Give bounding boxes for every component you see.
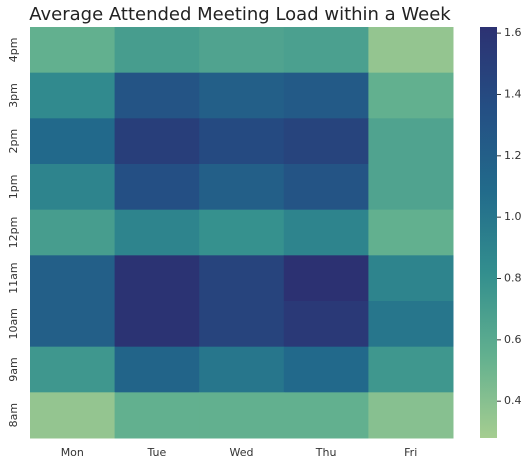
heatmap-cell [30,392,116,439]
heatmap-cell [30,209,116,256]
colorbar-tick-label: 1.0 [504,210,522,223]
heatmap-cell [199,72,285,119]
heatmap-cell [114,209,200,256]
heatmap-cell [114,164,200,211]
heatmap-cell [199,164,285,211]
heatmap-cell [368,255,454,302]
chart-title: Average Attended Meeting Load within a W… [29,4,451,25]
heatmap-cell [368,392,454,439]
heatmap-cell [30,164,116,211]
heatmap-cell [368,346,454,393]
heatmap-cell [368,27,454,74]
x-tick-label: Wed [230,446,254,459]
heatmap-cell [199,255,285,302]
heatmap-cell [199,346,285,393]
heatmap-cell [283,301,369,348]
y-tick-label: 1pm [7,174,20,199]
heatmap-cell [114,27,200,74]
heatmap-cell [114,72,200,119]
heatmap-cell [368,72,454,119]
heatmap-cell [114,301,200,348]
heatmap-cell [30,255,116,302]
heatmap-cell [199,209,285,256]
heatmap-cell [30,346,116,393]
colorbar-tick-label: 0.8 [504,272,522,285]
heatmap-cell [199,392,285,439]
y-tick-label: 10am [7,308,20,339]
y-tick-label: 12pm [7,217,20,249]
colorbar-tick-label: 0.4 [504,394,522,407]
y-tick-label: 2pm [7,129,20,154]
heatmap-cell [283,164,369,211]
heatmap-cell [283,255,369,302]
y-tick-label: 9am [7,357,20,381]
y-tick-label: 3pm [7,83,20,108]
colorbar-tick-label: 0.6 [504,333,522,346]
y-tick-label: 8am [7,403,20,427]
x-tick-label: Tue [147,446,167,459]
heatmap-cell [114,255,200,302]
y-tick-label: 11am [7,262,20,293]
heatmap-cell [283,118,369,165]
heatmap-cell [283,27,369,74]
y-tick-label: 4pm [7,37,20,62]
x-tick-label: Mon [61,446,84,459]
heatmap-cell [30,72,116,119]
heatmap-cell [30,118,116,165]
heatmap-cell [283,209,369,256]
heatmap-cell [199,301,285,348]
colorbar [480,27,497,438]
heatmap-cell [114,346,200,393]
colorbar-tick-label: 1.6 [504,26,522,39]
heatmap-cell [368,164,454,211]
heatmap-cell [368,209,454,256]
heatmap-cell [283,346,369,393]
heatmap-cell [199,27,285,74]
heatmap-cell [199,118,285,165]
x-tick-label: Thu [315,446,337,459]
heatmap-cell [283,392,369,439]
heatmap-cell [283,72,369,119]
heatmap-cell [30,27,116,74]
heatmap-cell [114,118,200,165]
heatmap-cell [368,301,454,348]
heatmap-cell [368,118,454,165]
heatmap-cell [114,392,200,439]
colorbar-tick-label: 1.4 [504,87,522,100]
x-tick-label: Fri [404,446,417,459]
colorbar-tick-label: 1.2 [504,149,522,162]
heatmap-cell [30,301,116,348]
